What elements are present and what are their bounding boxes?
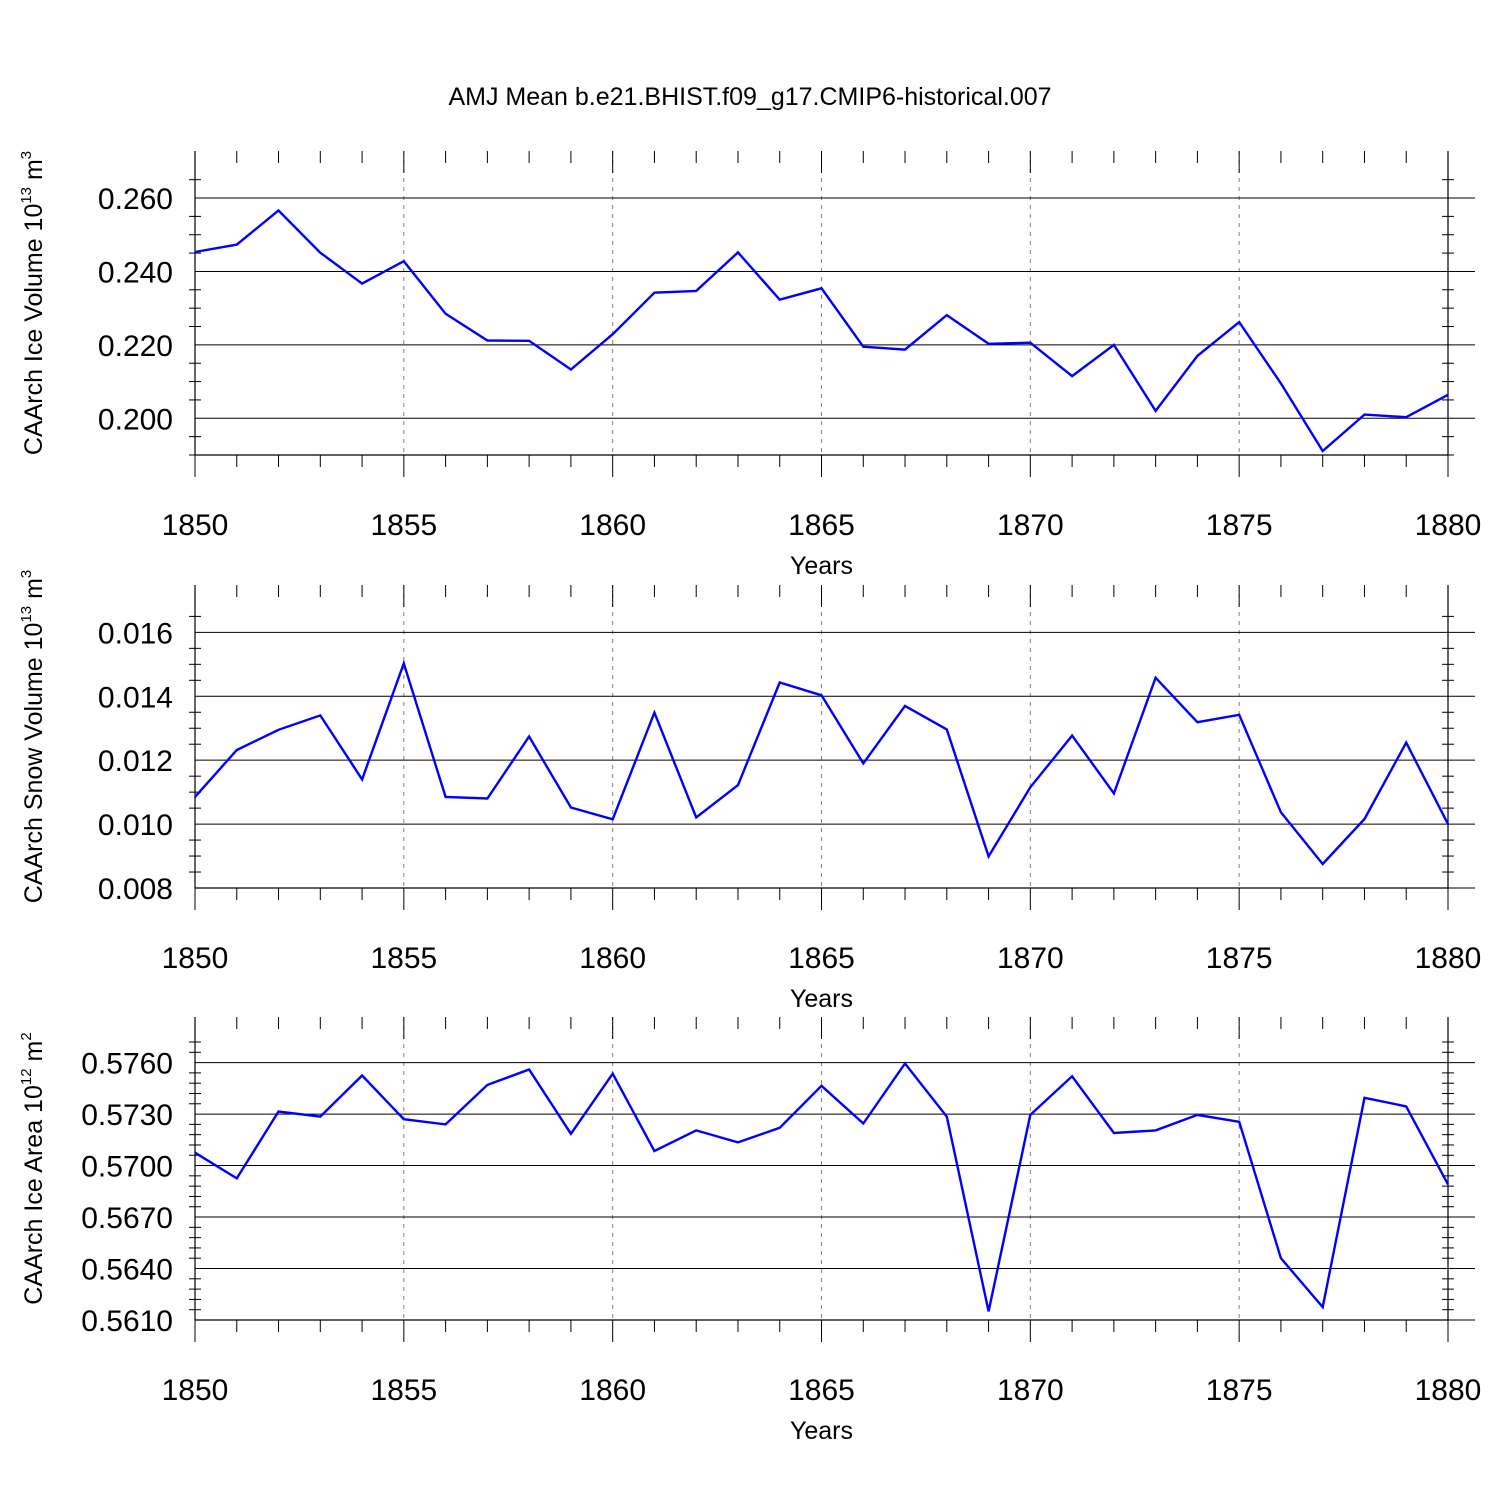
x-tick-label: 1865 bbox=[788, 509, 855, 542]
x-tick-label: 1875 bbox=[1206, 1374, 1273, 1407]
x-tick-label: 1860 bbox=[579, 1374, 646, 1407]
data-series-line bbox=[194, 1061, 1450, 1312]
x-tick-label: 1875 bbox=[1206, 942, 1273, 975]
chart-panel-1: 0.200 0.220 0.240 0.260 1850 1855 1860 1865 1870… bbox=[18, 151, 1481, 580]
x-tick-label: 1880 bbox=[1415, 509, 1482, 542]
x-tick-label: 1860 bbox=[579, 942, 646, 975]
x-tick-label: 1880 bbox=[1415, 942, 1482, 975]
y-label-superscript: 13 bbox=[18, 187, 35, 204]
y-tick-label: 0.5730 bbox=[81, 1099, 173, 1132]
x-tick-label: 1855 bbox=[370, 509, 437, 542]
y-label-text: CAArch Ice Area 10 bbox=[20, 1085, 48, 1305]
y-label-text: m bbox=[20, 159, 48, 187]
y-tick-label: 0.260 bbox=[98, 183, 173, 216]
y-axis-label: CAArch Ice Area 1012 m2 bbox=[18, 1032, 48, 1304]
y-tick-label: 0.010 bbox=[98, 809, 173, 842]
y-label-text: CAArch Ice Volume 10 bbox=[20, 204, 48, 456]
y-tick-label: 0.240 bbox=[98, 256, 173, 289]
x-tick-label: 1855 bbox=[370, 1374, 437, 1407]
y-label-superscript: 3 bbox=[18, 570, 35, 578]
y-label-text: m bbox=[20, 578, 48, 606]
x-tick-label: 1860 bbox=[579, 509, 646, 542]
x-axis-label: Years bbox=[790, 1417, 853, 1445]
figure-title: AMJ Mean b.e21.BHIST.f09_g17.CMIP6-histo… bbox=[448, 83, 1051, 111]
y-tick-label: 0.5670 bbox=[81, 1202, 173, 1235]
x-tick-label: 1880 bbox=[1415, 1374, 1482, 1407]
chart-panel-3: 0.5610 0.5640 0.5670 0.5700 0.5730 0.5760 1850… bbox=[18, 1017, 1481, 1445]
x-tick-label: 1850 bbox=[162, 1374, 229, 1407]
x-tick-label: 1865 bbox=[788, 942, 855, 975]
y-label-superscript: 3 bbox=[18, 151, 35, 159]
y-tick-label: 0.5700 bbox=[81, 1151, 173, 1184]
x-axis-label: Years bbox=[790, 552, 853, 580]
x-tick-label: 1865 bbox=[788, 1374, 855, 1407]
data-series-line bbox=[194, 208, 1449, 453]
x-tick-label: 1875 bbox=[1206, 509, 1273, 542]
y-tick-label: 0.200 bbox=[98, 403, 173, 436]
y-tick-label: 0.014 bbox=[98, 681, 173, 714]
y-tick-label: 0.016 bbox=[98, 617, 173, 650]
y-label-superscript: 12 bbox=[18, 1068, 35, 1085]
y-tick-label: 0.5640 bbox=[81, 1254, 173, 1287]
data-series-line bbox=[194, 659, 1450, 866]
y-label-text: m bbox=[20, 1041, 48, 1069]
y-tick-label: 0.5610 bbox=[81, 1305, 173, 1338]
x-tick-label: 1855 bbox=[370, 942, 437, 975]
x-axis-label: Years bbox=[790, 985, 853, 1013]
y-tick-label: 0.220 bbox=[98, 330, 173, 363]
x-tick-label: 1850 bbox=[162, 942, 229, 975]
x-tick-label: 1850 bbox=[162, 509, 229, 542]
x-tick-label: 1870 bbox=[997, 942, 1064, 975]
x-tick-label: 1870 bbox=[997, 509, 1064, 542]
y-label-text: CAArch Snow Volume 10 bbox=[20, 623, 48, 904]
y-label-superscript: 2 bbox=[18, 1032, 35, 1040]
y-tick-label: 0.5760 bbox=[81, 1048, 173, 1081]
y-axis-label: CAArch Ice Volume 1013 m3 bbox=[18, 151, 48, 455]
y-label-superscript: 13 bbox=[18, 606, 35, 623]
x-tick-label: 1870 bbox=[997, 1374, 1064, 1407]
y-tick-label: 0.012 bbox=[98, 745, 173, 778]
y-tick-label: 0.008 bbox=[98, 873, 173, 906]
y-axis-label: CAArch Snow Volume 1013 m3 bbox=[18, 570, 48, 904]
chart-panel-2: 0.008 0.010 0.012 0.014 0.016 1850 1855 1860 186… bbox=[18, 570, 1481, 1013]
